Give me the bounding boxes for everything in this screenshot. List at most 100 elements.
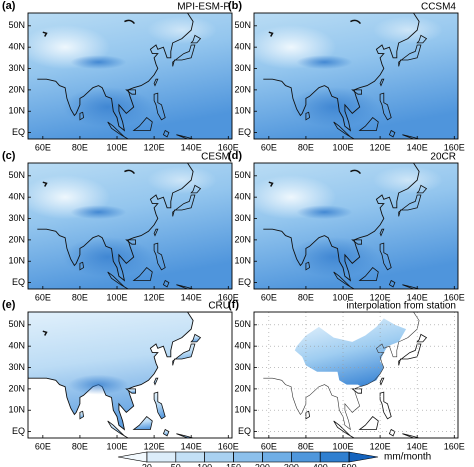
- y-tick-label: 40N: [8, 192, 25, 202]
- island: [176, 284, 194, 289]
- map-panel: [254, 163, 458, 289]
- y-tick-label: 50N: [8, 170, 25, 180]
- x-tick-label: 140E: [407, 292, 428, 302]
- island: [190, 34, 202, 44]
- x-tick-label: 80E: [298, 441, 314, 451]
- colorbar-segment: [233, 451, 263, 463]
- colorbar-tick-label: 300: [284, 462, 299, 467]
- colorbar-tick-label: 100: [197, 462, 212, 467]
- wet-region: [62, 236, 153, 277]
- y-tick-label: 40N: [234, 341, 251, 351]
- y-tick-label: 10N: [8, 256, 25, 266]
- wet-region: [296, 205, 353, 220]
- island: [402, 134, 420, 139]
- island: [172, 44, 196, 67]
- land-field: [28, 312, 232, 431]
- island: [379, 78, 385, 87]
- x-tick-label: 80E: [298, 292, 314, 302]
- island: [79, 111, 85, 121]
- colorbar-tick-label: 200: [255, 462, 270, 467]
- island: [79, 261, 85, 271]
- y-tick-label: 20N: [8, 234, 25, 244]
- panel-frame: [27, 12, 233, 140]
- y-tick-label: 20N: [234, 234, 251, 244]
- colorbar-tick-label: 400: [313, 462, 328, 467]
- island: [132, 117, 153, 131]
- wet-region: [68, 374, 129, 395]
- island: [107, 420, 129, 438]
- y-tick-label: 50N: [8, 20, 25, 30]
- island: [132, 416, 153, 430]
- x-tick-label: 160E: [444, 142, 465, 152]
- island: [107, 121, 129, 139]
- lake-outline: [124, 169, 136, 175]
- panel-frame: [27, 162, 233, 290]
- coastline: [263, 13, 420, 132]
- island: [358, 117, 379, 131]
- x-tick-label: 100E: [107, 441, 128, 451]
- colorbar-segment: [146, 451, 177, 463]
- island: [153, 242, 166, 271]
- colorbar-segment: [175, 451, 205, 463]
- island: [351, 89, 363, 95]
- dry-region: [146, 16, 217, 45]
- x-tick-label: 140E: [181, 292, 202, 302]
- island: [153, 92, 166, 121]
- colorbar-tick-label: 20: [142, 462, 152, 467]
- island: [190, 184, 202, 194]
- y-tick-label: 20N: [8, 84, 25, 94]
- y-tick-label: EQ: [12, 277, 25, 287]
- lake-outline: [42, 330, 48, 336]
- island: [379, 391, 392, 420]
- island: [190, 333, 202, 343]
- island: [162, 129, 170, 138]
- panel-frame: [253, 12, 459, 140]
- x-tick-label: 120E: [144, 292, 165, 302]
- island: [388, 279, 396, 288]
- island: [388, 129, 396, 138]
- island: [79, 410, 85, 420]
- y-tick-label: 30N: [8, 362, 25, 372]
- x-tick-label: 60E: [35, 441, 51, 451]
- panel-title: CESM: [201, 152, 230, 163]
- y-tick-label: 20N: [234, 84, 251, 94]
- lake-outline: [268, 31, 274, 37]
- y-tick-label: EQ: [238, 277, 251, 287]
- wet-region: [70, 55, 127, 70]
- panel-label: (c): [2, 150, 16, 162]
- x-tick-label: 140E: [407, 142, 428, 152]
- y-tick-label: 20N: [234, 383, 251, 393]
- panel-label: (d): [228, 150, 242, 162]
- panel-title: 20CR: [430, 152, 456, 163]
- island: [305, 261, 311, 271]
- island: [416, 34, 428, 44]
- island: [132, 267, 153, 281]
- map-panel: [28, 312, 232, 438]
- island: [379, 92, 392, 121]
- x-tick-label: 120E: [144, 142, 165, 152]
- island: [107, 271, 129, 289]
- panel-label: (b): [228, 0, 242, 12]
- island: [153, 391, 166, 420]
- x-tick-label: 120E: [370, 441, 391, 451]
- coastline: [263, 312, 420, 431]
- x-tick-label: 80E: [72, 292, 88, 302]
- x-tick-label: 80E: [298, 142, 314, 152]
- x-tick-label: 140E: [181, 441, 202, 451]
- island: [379, 228, 385, 237]
- island: [388, 428, 396, 437]
- map-panel: [254, 312, 458, 438]
- island: [125, 388, 137, 394]
- map-panel: [254, 13, 458, 139]
- panel-title: CRU: [208, 301, 230, 312]
- island: [162, 279, 170, 288]
- dry-region: [372, 16, 443, 45]
- panel-title: interpolation from station: [346, 301, 456, 312]
- island: [398, 343, 422, 366]
- panel-label: (a): [2, 0, 16, 12]
- island: [333, 271, 355, 289]
- x-tick-label: 60E: [35, 292, 51, 302]
- x-tick-label: 100E: [107, 292, 128, 302]
- panel-label: (e): [2, 299, 16, 311]
